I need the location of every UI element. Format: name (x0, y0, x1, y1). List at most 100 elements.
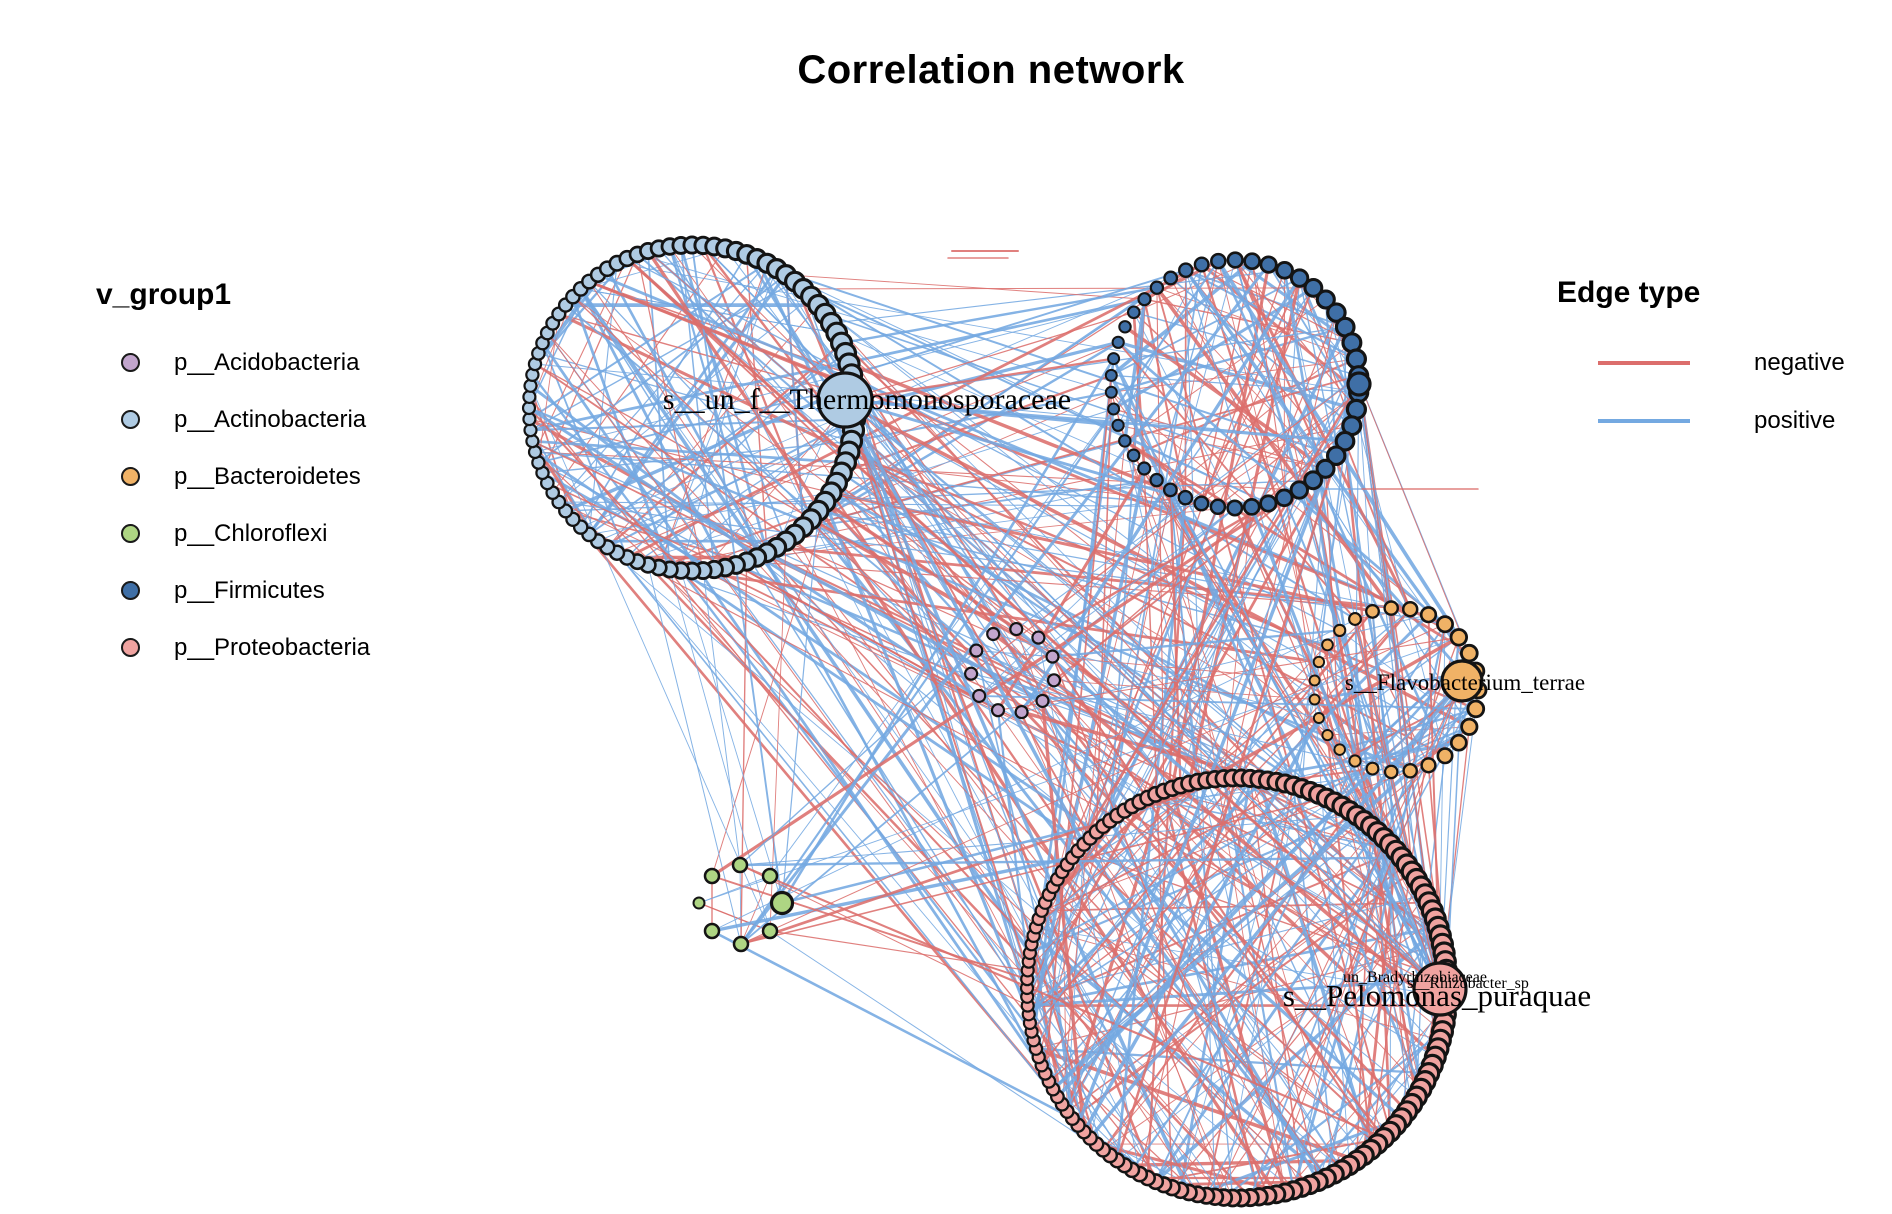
node-p__Chloroflexi (769, 890, 795, 916)
positive-edge (605, 267, 1055, 1091)
negative-edge (1037, 502, 1270, 639)
positive-edge (1371, 610, 1398, 852)
negative-edge (740, 560, 748, 945)
legend-item-label: p__Acidobacteria (174, 348, 360, 376)
positive-edge (1130, 688, 1480, 1171)
negative-edge (1051, 655, 1269, 1197)
node-p__Firmicutes (1163, 270, 1179, 286)
positive-edge (702, 244, 1441, 990)
negative-edge (997, 636, 1460, 711)
node-p__Firmicutes (1242, 498, 1261, 516)
negative-edge (769, 540, 787, 932)
positive-edge (1027, 497, 1285, 1007)
negative-edge (646, 563, 1321, 664)
positive-edge (1110, 325, 1347, 394)
positive-edge (588, 262, 618, 535)
positive-edge (636, 418, 856, 563)
node-p__Acidobacteria (1035, 693, 1050, 708)
positive-edge (1354, 392, 1360, 762)
positive-edge (679, 244, 769, 555)
positive-edge (1354, 618, 1441, 990)
node-p__Bacteroidetes (1312, 712, 1325, 724)
legend-item-p__proteobacteria: p__Proteobacteria (96, 619, 370, 676)
positive-edge (769, 930, 1126, 1166)
positive-edge (1112, 357, 1423, 1091)
negative-edge (658, 262, 768, 569)
positive-edge (978, 507, 1236, 697)
positive-edge (1284, 269, 1356, 620)
positive-edge (564, 479, 1314, 512)
negative-edge (1040, 699, 1086, 1134)
node-p__Firmicutes (1104, 368, 1118, 382)
node-p__Bacteroidetes (1402, 763, 1418, 779)
node-p__Firmicutes (1107, 402, 1121, 416)
edge-legend-item-negative: negative (1557, 334, 1845, 392)
negative-edge (1027, 269, 1286, 1007)
negative-edge (528, 396, 1165, 1186)
positive-edge (975, 650, 1277, 783)
negative-edge (991, 632, 1056, 682)
negative-edge (1251, 408, 1358, 508)
node-p__Firmicutes (1226, 251, 1244, 269)
positive-edge (780, 357, 1115, 905)
negative-edge (1117, 341, 1356, 620)
positive-edge (579, 253, 748, 528)
positive-edge (1169, 488, 1441, 990)
edge-type-legend: Edge type negative positive (1557, 276, 1845, 450)
node-p__Bacteroidetes (1348, 612, 1362, 626)
negative-edge (843, 357, 1115, 402)
node-p__Bacteroidetes (1348, 754, 1362, 768)
positive-edge (1257, 777, 1373, 1152)
positive-edge (534, 451, 1219, 508)
positive-edge (571, 295, 672, 571)
positive-edge (1325, 299, 1446, 757)
positive-edge (844, 399, 1043, 912)
negative-edge (817, 304, 1441, 990)
node-p__Bacteroidetes (1449, 733, 1468, 752)
positive-edge (766, 262, 1436, 920)
node-p__Firmicutes (1259, 494, 1278, 513)
node-p__Firmicutes (1334, 430, 1356, 452)
positive-edge (1112, 357, 1441, 990)
positive-edge (1185, 269, 1429, 616)
negative-edge (1155, 285, 1394, 610)
nodes-layer (521, 235, 1488, 1208)
legend-item-p__firmicutes: p__Firmicutes (96, 562, 370, 619)
positive-edge (1358, 383, 1439, 1050)
negative-edge (636, 253, 704, 572)
negative-edge (1110, 391, 1186, 499)
positive-edge (626, 257, 1341, 632)
positive-edge (1051, 884, 1191, 1195)
node-p__Bacteroidetes (1321, 638, 1334, 652)
node-p__Bacteroidetes (1308, 674, 1321, 687)
positive-edge (1088, 679, 1464, 1140)
node-p__Bacteroidetes (1383, 600, 1399, 616)
positive-edge (1169, 489, 1199, 783)
negative-edge (785, 540, 994, 635)
node-legend-items: p__Acidobacteria p__Actinobacteria p__Bact… (96, 334, 370, 676)
negative-edge (1139, 312, 1337, 1175)
negative-edge (785, 274, 1145, 300)
node-p__Firmicutes (1209, 498, 1227, 516)
node-p__Firmicutes (1303, 277, 1324, 298)
negative-edge (1047, 382, 1361, 896)
node-p__Bacteroidetes (1449, 628, 1469, 647)
node-p__Bacteroidetes (1459, 643, 1479, 663)
node-p__Bacteroidetes (1401, 600, 1419, 618)
positive-edge (527, 406, 1412, 773)
positive-edge (817, 304, 1316, 700)
node-p__Firmicutes (1289, 268, 1310, 288)
positive-edge (851, 440, 1441, 990)
node-p__Firmicutes (1210, 252, 1227, 270)
legend-dot-icon (121, 524, 140, 543)
positive-edge (1184, 269, 1358, 361)
positive-edge (1082, 488, 1301, 846)
node-p__Firmicutes (1162, 482, 1178, 498)
node-p__Firmicutes (1126, 305, 1141, 320)
positive-edge (978, 694, 1477, 710)
node-p__Firmicutes (1226, 499, 1244, 517)
negative-edge (1044, 374, 1113, 1075)
positive-edge (1029, 479, 1314, 954)
node-p__Firmicutes (1118, 320, 1132, 334)
